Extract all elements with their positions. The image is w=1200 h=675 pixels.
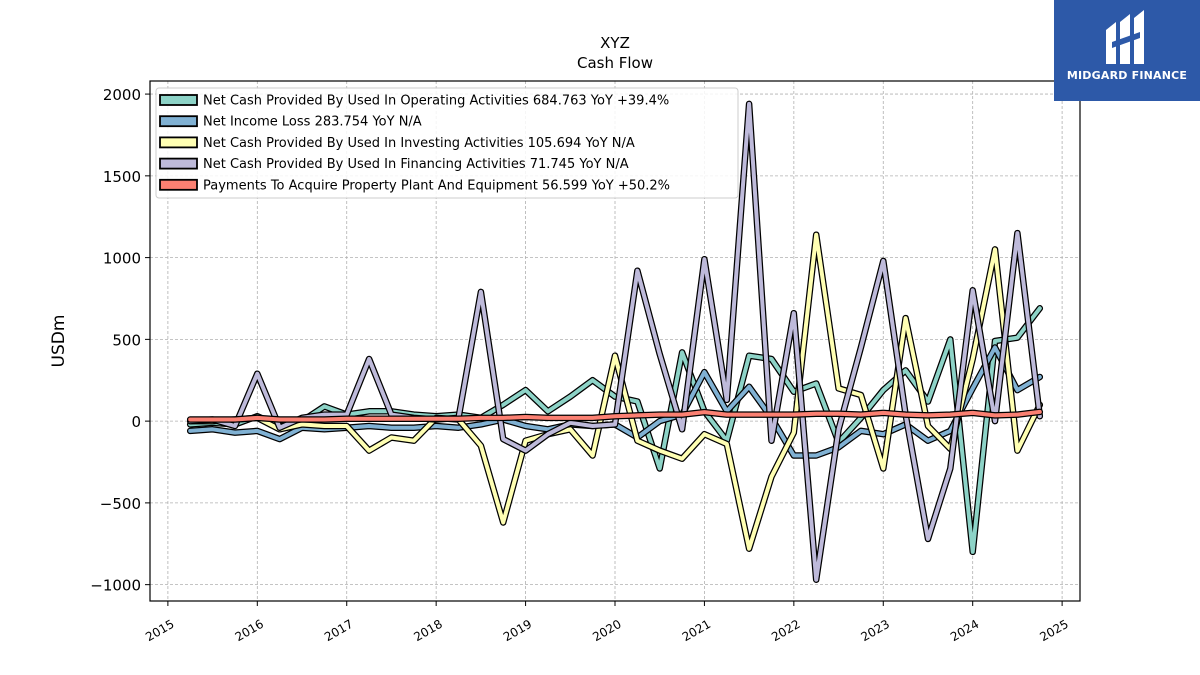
- chart-subtitle: Cash Flow: [577, 54, 653, 72]
- x-tick-label: 2016: [233, 617, 266, 644]
- legend-label: Payments To Acquire Property Plant And E…: [203, 178, 670, 193]
- y-tick-label: −1000: [90, 577, 141, 595]
- legend-swatch: [159, 115, 198, 128]
- legend-label: Net Cash Provided By Used In Investing A…: [203, 136, 635, 151]
- x-tick-label: 2023: [859, 617, 892, 644]
- legend-swatch: [159, 94, 198, 106]
- brand-name: MIDGARD FINANCE: [1066, 69, 1188, 82]
- y-tick-label: 0: [131, 413, 141, 431]
- series-line: [188, 409, 1042, 422]
- x-tick-label: 2018: [411, 617, 444, 644]
- y-tick-label: 2000: [103, 86, 141, 104]
- x-tick-label: 2019: [501, 617, 534, 644]
- series-line: [188, 101, 1042, 582]
- legend-swatch: [159, 157, 198, 170]
- y-tick-label: −500: [100, 495, 141, 513]
- y-tick-label: 500: [112, 331, 141, 349]
- legend-label: Net Cash Provided By Used In Financing A…: [203, 157, 629, 172]
- x-tick-label: 2015: [143, 617, 176, 644]
- x-tick-label: 2024: [948, 617, 981, 644]
- legend-label: Net Income Loss 283.754 YoY N/A: [203, 115, 422, 130]
- legend-box: [155, 87, 739, 199]
- x-tick-label: 2020: [590, 617, 623, 644]
- brand-logo: MIDGARD FINANCE: [1054, 0, 1200, 101]
- legend-swatch: [159, 136, 198, 149]
- brand-mark-icon: [1106, 10, 1144, 64]
- legend-label: Net Cash Provided By Used In Operating A…: [203, 94, 669, 109]
- x-tick-label: 2025: [1037, 617, 1070, 644]
- legend-swatch: [159, 178, 198, 191]
- y-axis-label: USDm: [49, 315, 69, 368]
- x-tick-label: 2022: [769, 617, 802, 644]
- series-layer: [186, 100, 1044, 583]
- chart-title: XYZ: [600, 34, 630, 52]
- y-tick-label: 1500: [103, 168, 141, 186]
- legend: Net Cash Provided By Used In Operating A…: [155, 87, 739, 199]
- x-tick-label: 2021: [680, 617, 713, 644]
- y-tick-label: 1000: [103, 250, 141, 268]
- x-tick-label: 2017: [322, 617, 355, 644]
